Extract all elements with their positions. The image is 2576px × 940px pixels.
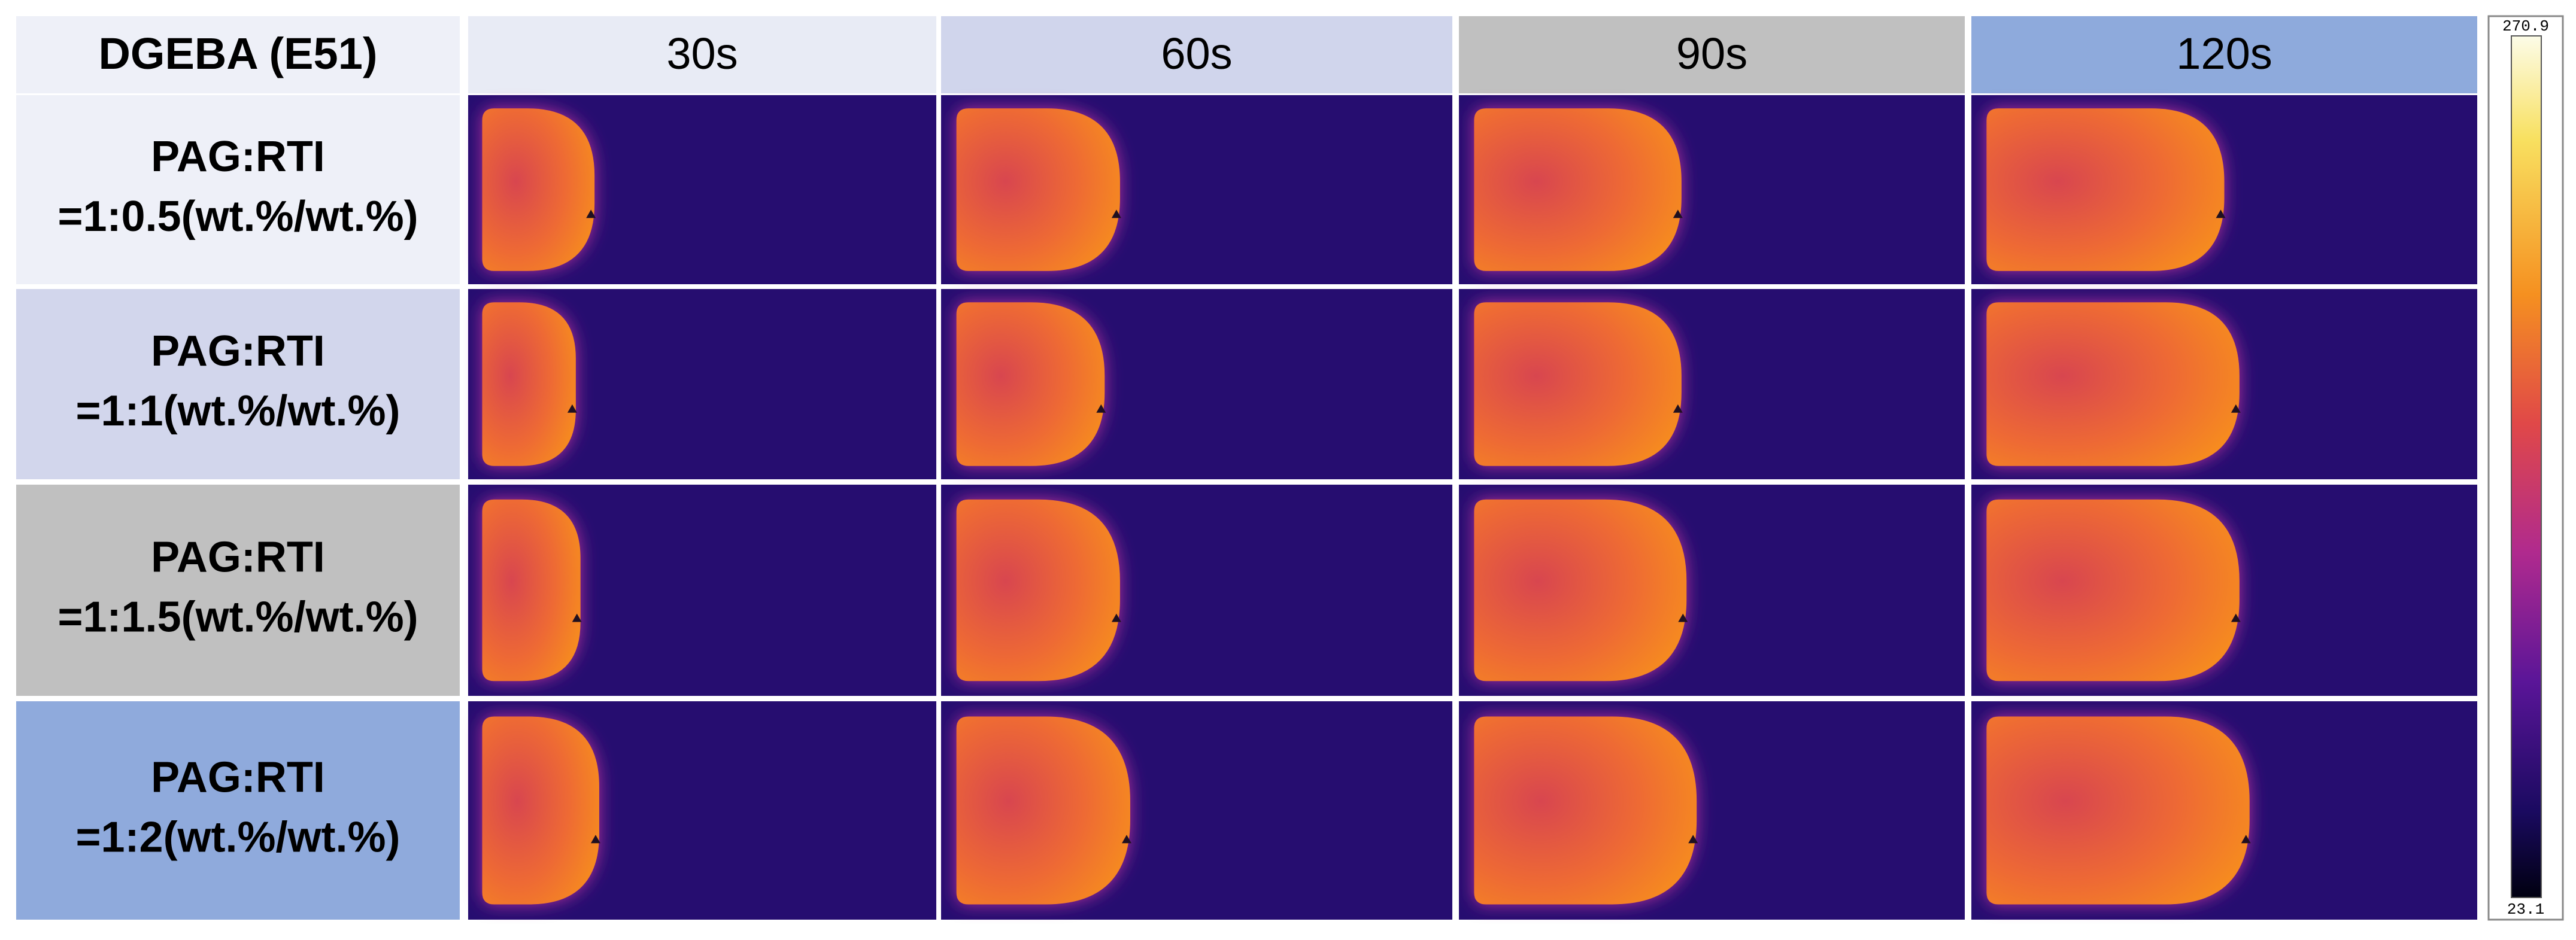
row-label: PAG:RTI	[151, 534, 325, 582]
colorbar	[2511, 35, 2542, 898]
thermal-image	[1459, 95, 1965, 284]
thermal-image	[1971, 289, 2477, 479]
thermal-image	[1971, 95, 2477, 284]
thermal-spot	[1986, 499, 2240, 682]
column-header: 90s	[1676, 29, 1747, 78]
column-header: 120s	[2176, 29, 2272, 78]
thermal-spot	[956, 716, 1130, 905]
probe-marker	[2231, 404, 2241, 413]
row-label: =1:1(wt.%/wt.%)	[75, 387, 400, 435]
probe-marker	[1688, 835, 1698, 844]
thermal-spot	[1986, 302, 2240, 466]
row-label: PAG:RTI	[151, 133, 325, 181]
probe-marker	[572, 613, 582, 622]
probe-marker	[2231, 613, 2241, 622]
thermal-spot	[1474, 499, 1687, 682]
thermal-spot	[956, 302, 1105, 466]
row-label-cell	[16, 95, 460, 284]
probe-marker	[1678, 613, 1688, 622]
column-header: 60s	[1161, 29, 1232, 78]
colorbar-min: 23.1	[2507, 901, 2544, 918]
row-label-cell	[16, 485, 460, 696]
row-label: PAG:RTI	[151, 327, 325, 375]
thermal-spot	[1986, 108, 2225, 271]
thermal-image	[1459, 485, 1965, 696]
thermal-spot	[482, 302, 576, 466]
probe-marker	[2216, 209, 2226, 218]
colorbar-max: 270.9	[2502, 17, 2549, 35]
column-header: 30s	[666, 29, 738, 78]
thermal-image	[1971, 701, 2477, 920]
column-header-cell	[941, 16, 1452, 93]
corner-cell	[16, 16, 460, 93]
thermal-image	[941, 485, 1452, 696]
thermal-image	[941, 701, 1452, 920]
thermal-spot	[1474, 302, 1682, 466]
row-label: =1:1.5(wt.%/wt.%)	[57, 594, 418, 641]
thermal-image	[1459, 289, 1965, 479]
thermal-image	[468, 289, 936, 479]
probe-marker	[1121, 835, 1131, 844]
probe-marker	[567, 404, 577, 413]
probe-marker	[1111, 209, 1121, 218]
probe-marker	[590, 835, 600, 844]
corner-label: DGEBA (E51)	[98, 29, 377, 78]
thermal-spot	[1986, 716, 2250, 905]
thermal-spot	[1474, 716, 1697, 905]
column-header-cell	[1459, 16, 1965, 93]
row-label-cell	[16, 289, 460, 479]
thermal-spot	[1474, 108, 1682, 271]
column-header-cell	[1971, 16, 2477, 93]
probe-marker	[1673, 404, 1683, 413]
row-label-cell	[16, 701, 460, 920]
thermal-image	[468, 95, 936, 284]
probe-marker	[2241, 835, 2251, 844]
thermal-image	[1971, 485, 2477, 696]
column-header-cell	[468, 16, 936, 93]
row-label: =1:0.5(wt.%/wt.%)	[57, 193, 418, 241]
probe-marker	[1096, 404, 1106, 413]
thermal-spot	[482, 716, 599, 905]
thermal-spot	[482, 499, 581, 682]
probe-marker	[586, 209, 596, 218]
thermal-image	[468, 701, 936, 920]
thermal-spot	[956, 499, 1120, 682]
probe-marker	[1673, 209, 1683, 218]
thermal-image	[941, 289, 1452, 479]
thermal-spot	[482, 108, 595, 271]
thermal-image	[468, 485, 936, 696]
row-label: PAG:RTI	[151, 754, 325, 802]
thermal-spot	[956, 108, 1120, 271]
probe-marker	[1111, 613, 1121, 622]
row-label: =1:2(wt.%/wt.%)	[75, 814, 400, 862]
thermal-image	[1459, 701, 1965, 920]
thermal-image	[941, 95, 1452, 284]
